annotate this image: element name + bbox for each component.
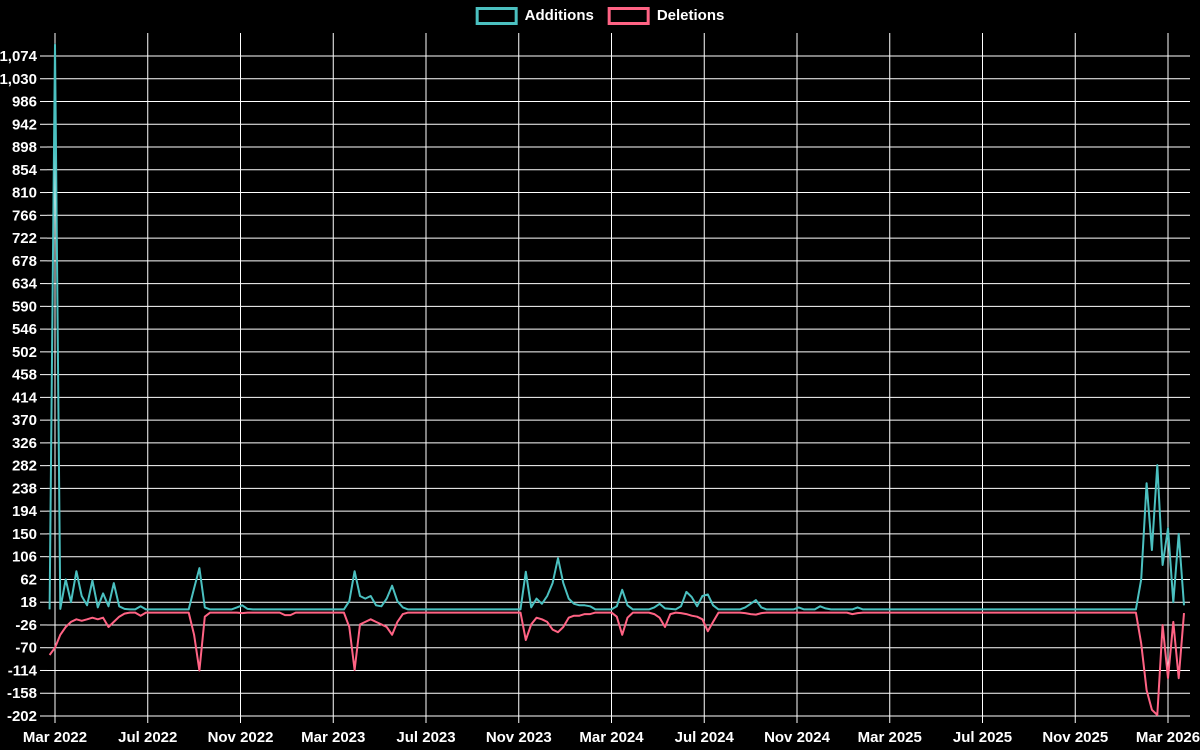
y-tick-labels: 1,074 1,030 986 942 898 854 810 766 722 678 634 590… bbox=[0, 48, 38, 725]
legend-label-additions: Additions bbox=[524, 7, 594, 24]
y-tick-label: 1,074 bbox=[0, 48, 38, 65]
y-tick-label: -26 bbox=[15, 617, 37, 634]
y-tick-label: 326 bbox=[12, 435, 37, 452]
x-tick-label: Mar 2023 bbox=[301, 729, 365, 746]
y-tick-label: 370 bbox=[12, 412, 37, 429]
legend-item-deletions[interactable]: Deletions bbox=[607, 7, 725, 25]
x-tick-label: Mar 2026 bbox=[1136, 729, 1200, 746]
y-tick-label: -202 bbox=[7, 708, 37, 725]
x-tick-label: Nov 2025 bbox=[1042, 729, 1108, 746]
y-tick-label: 678 bbox=[12, 253, 37, 270]
legend-label-deletions: Deletions bbox=[656, 7, 725, 24]
y-tick-label: 634 bbox=[12, 276, 38, 293]
legend-item-additions[interactable]: Additions bbox=[475, 7, 594, 25]
y-tick-label: 590 bbox=[12, 298, 37, 315]
y-gridlines bbox=[40, 55, 1190, 717]
y-tick-label: 810 bbox=[12, 185, 37, 202]
x-tick-label: Mar 2022 bbox=[23, 729, 87, 746]
y-tick-label: 986 bbox=[12, 94, 37, 111]
y-tick-label: 106 bbox=[12, 549, 37, 566]
y-tick-label: 238 bbox=[12, 480, 37, 497]
x-tick-label: Nov 2023 bbox=[486, 729, 552, 746]
y-tick-label: 62 bbox=[20, 571, 37, 588]
additions-line bbox=[48, 43, 1185, 611]
y-tick-label: 502 bbox=[12, 344, 37, 361]
x-tick-label: Nov 2022 bbox=[208, 729, 274, 746]
y-tick-label: 150 bbox=[12, 526, 37, 543]
x-tick-labels: Mar 2022 Jul 2022 Nov 2022 Mar 2023 Jul 2023… bbox=[23, 729, 1200, 746]
y-tick-label: -70 bbox=[15, 640, 37, 657]
y-tick-label: 282 bbox=[12, 458, 37, 475]
x-tick-label: Mar 2024 bbox=[579, 729, 644, 746]
additions-swatch-icon bbox=[475, 7, 518, 25]
deletions-swatch-icon bbox=[607, 7, 650, 25]
y-tick-label: 722 bbox=[12, 230, 37, 247]
y-tick-label: 458 bbox=[12, 367, 37, 384]
y-tick-label: 18 bbox=[20, 594, 37, 611]
y-tick-label: 942 bbox=[12, 116, 37, 133]
x-tick-label: Nov 2024 bbox=[764, 729, 831, 746]
y-tick-label: 194 bbox=[12, 503, 38, 520]
y-tick-label: 898 bbox=[12, 139, 37, 156]
y-tick-label: -114 bbox=[8, 662, 38, 679]
y-tick-label: 546 bbox=[12, 321, 37, 338]
y-tick-label: 854 bbox=[12, 162, 38, 179]
y-tick-label: 1,030 bbox=[0, 71, 37, 88]
y-tick-label: -158 bbox=[7, 685, 37, 702]
y-tick-label: 414 bbox=[12, 389, 38, 406]
chart-legend: Additions Deletions bbox=[475, 7, 725, 25]
x-tick-label: Jul 2024 bbox=[675, 729, 735, 746]
x-gridlines bbox=[54, 33, 1169, 723]
y-tick-label: 766 bbox=[12, 207, 37, 224]
x-tick-label: Jul 2022 bbox=[118, 729, 177, 746]
x-tick-label: Jul 2025 bbox=[953, 729, 1012, 746]
x-tick-label: Jul 2023 bbox=[396, 729, 455, 746]
deletions-line bbox=[48, 611, 1185, 716]
x-tick-label: Mar 2025 bbox=[858, 729, 922, 746]
